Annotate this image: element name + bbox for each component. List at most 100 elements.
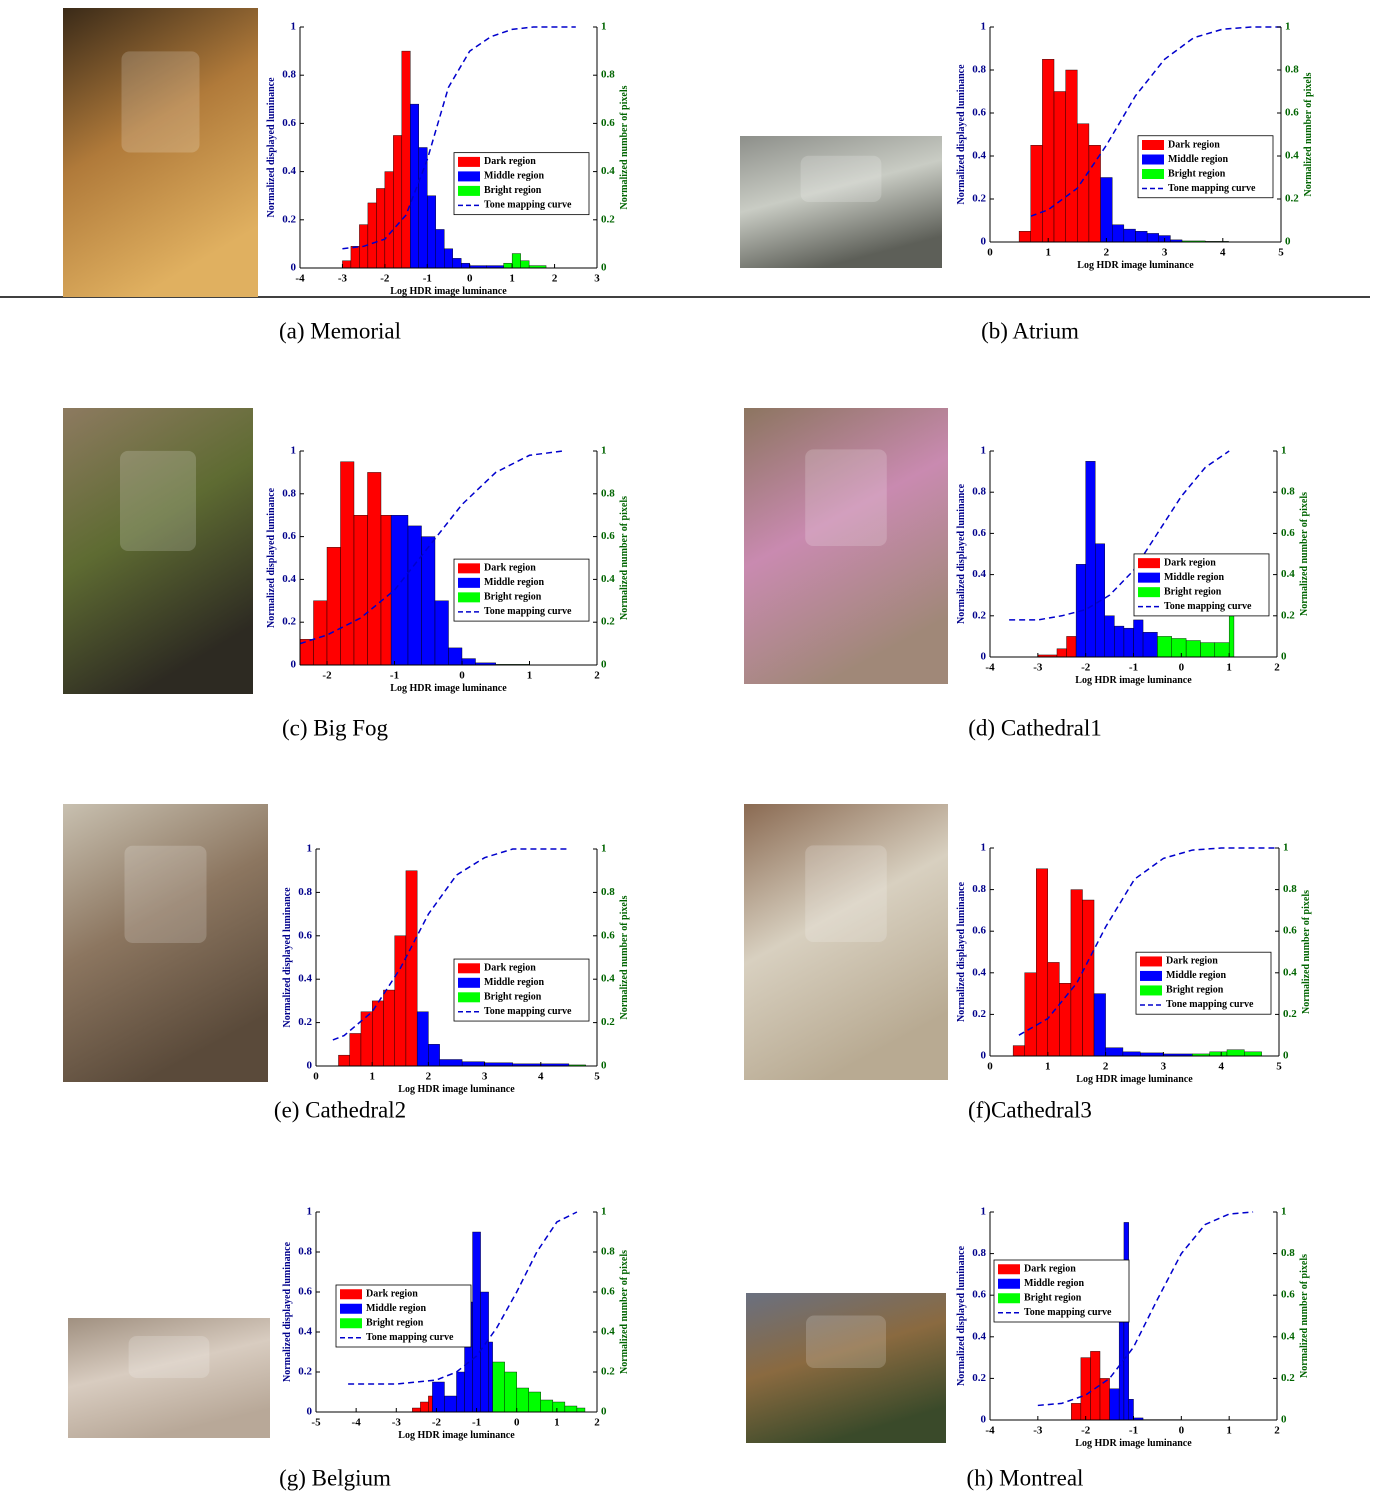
histogram-bar <box>420 1402 428 1412</box>
y2-tick-label: 0 <box>601 659 607 671</box>
histogram-bar <box>521 261 529 268</box>
legend-label: Tone mapping curve <box>1164 601 1252 612</box>
histogram-bar <box>1089 145 1101 242</box>
legend-label: Middle region <box>484 171 545 182</box>
y-tick-label: 0 <box>307 1406 313 1418</box>
x-tick-label: 2 <box>594 1417 600 1429</box>
histogram-bar <box>1112 225 1124 242</box>
x-tick-label: -4 <box>985 662 995 674</box>
y-tick-label: 0 <box>981 651 987 663</box>
y-tick-label: 0.6 <box>298 929 312 941</box>
y2-tick-label: 1 <box>1283 842 1289 854</box>
histogram-bar <box>1215 643 1229 657</box>
histogram-bar <box>351 246 359 268</box>
histogram-bar <box>338 1055 349 1066</box>
x-tick-label: -2 <box>432 1417 442 1429</box>
y2-tick-label: 0.6 <box>601 1286 615 1298</box>
x-tick-label: 2 <box>594 670 600 682</box>
y2-tick-label: 0.4 <box>601 1326 615 1338</box>
y2-tick-label: 0 <box>1285 236 1291 248</box>
histogram-bar <box>489 1342 493 1412</box>
y2-tick-label: 0.2 <box>1281 1372 1295 1384</box>
legend-label: Bright region <box>484 992 542 1003</box>
legend-label: Dark region <box>366 1289 418 1300</box>
histogram-bar <box>1186 641 1200 657</box>
histogram-bar <box>440 1059 462 1066</box>
y-tick-label: 1 <box>291 21 297 33</box>
y2-tick-label: 0.8 <box>601 886 615 898</box>
histogram-bar <box>385 172 393 268</box>
legend-label: Tone mapping curve <box>484 1006 572 1017</box>
histogram-bar <box>1086 461 1096 657</box>
legend-swatch <box>458 978 480 988</box>
histogram-bar <box>1025 973 1037 1056</box>
y-axis-label: Normalized displayed luminance <box>282 1241 293 1382</box>
histogram-bar <box>427 196 435 268</box>
legend-swatch <box>1140 971 1162 981</box>
photo-highlight <box>125 846 207 943</box>
histogram-bar <box>1110 1389 1120 1420</box>
x-tick-label: -4 <box>295 273 305 285</box>
x-tick-label: -2 <box>1081 1425 1091 1437</box>
legend-swatch <box>1142 155 1164 165</box>
legend-label: Tone mapping curve <box>1168 183 1256 194</box>
legend-swatch <box>340 1318 362 1328</box>
histogram-bar <box>361 1012 372 1066</box>
histogram-bar <box>393 135 401 268</box>
histogram-bar <box>368 472 382 665</box>
y2-tick-label: 0.8 <box>1283 883 1297 895</box>
histogram-bar <box>406 871 417 1066</box>
y-tick-label: 0 <box>981 1414 987 1426</box>
histogram-bar <box>1124 628 1134 657</box>
x-tick-label: -4 <box>985 1425 995 1437</box>
x-tick-label: -1 <box>423 273 432 285</box>
x-tick-label: 1 <box>1045 1061 1051 1073</box>
x-tick-label: 5 <box>1278 247 1284 259</box>
histogram-bar <box>444 1396 456 1412</box>
y2-tick-label: 0.2 <box>601 213 615 225</box>
histogram-bar <box>422 537 436 665</box>
histogram-bar <box>354 515 368 665</box>
y2-tick-label: 0.4 <box>1281 1330 1295 1342</box>
legend-label: Tone mapping curve <box>366 1332 454 1343</box>
legend-swatch <box>1142 169 1164 179</box>
photo-highlight <box>801 156 882 202</box>
legend-label: Dark region <box>484 156 536 167</box>
y2-tick-label: 1 <box>601 21 607 33</box>
histogram-bar <box>457 1372 465 1412</box>
histogram-bar <box>1048 962 1060 1056</box>
x-tick-label: 0 <box>1179 662 1185 674</box>
histogram-bar <box>449 648 463 665</box>
histogram-bar <box>368 203 376 268</box>
y2-tick-label: 0.2 <box>601 1016 615 1028</box>
histogram-bar <box>419 148 427 269</box>
histogram-bar <box>1114 626 1124 657</box>
x-tick-label: 0 <box>467 273 473 285</box>
y-tick-label: 0.4 <box>282 573 296 585</box>
histogram-bar <box>1067 636 1077 657</box>
x-tick-label: 1 <box>1226 1425 1232 1437</box>
legend-swatch <box>1140 985 1162 995</box>
histogram-bar <box>517 1388 529 1412</box>
legend-swatch <box>1140 956 1162 966</box>
legend-swatch <box>458 563 480 573</box>
histogram-bar <box>461 263 469 268</box>
histogram-bar <box>1134 620 1144 657</box>
y-tick-label: 0.2 <box>298 1016 312 1028</box>
y2-tick-label: 0 <box>601 1060 607 1072</box>
y-tick-label: 0.8 <box>282 487 296 499</box>
legend-swatch <box>458 186 480 196</box>
y2-tick-label: 0 <box>1281 1414 1287 1426</box>
legend-swatch <box>1138 573 1160 583</box>
y-axis-label: Normalized displayed luminance <box>956 483 967 624</box>
legend-label: Dark region <box>1166 956 1218 967</box>
y-axis-label: Normalized displayed luminance <box>266 487 277 628</box>
x-tick-label: 1 <box>1045 247 1051 259</box>
caption: (c) Big Fog <box>282 715 389 740</box>
histogram-bar <box>1129 1399 1134 1420</box>
x-tick-label: 2 <box>1104 247 1110 259</box>
histogram-bar <box>1059 983 1071 1056</box>
y2-tick-label: 0.2 <box>1285 193 1299 205</box>
